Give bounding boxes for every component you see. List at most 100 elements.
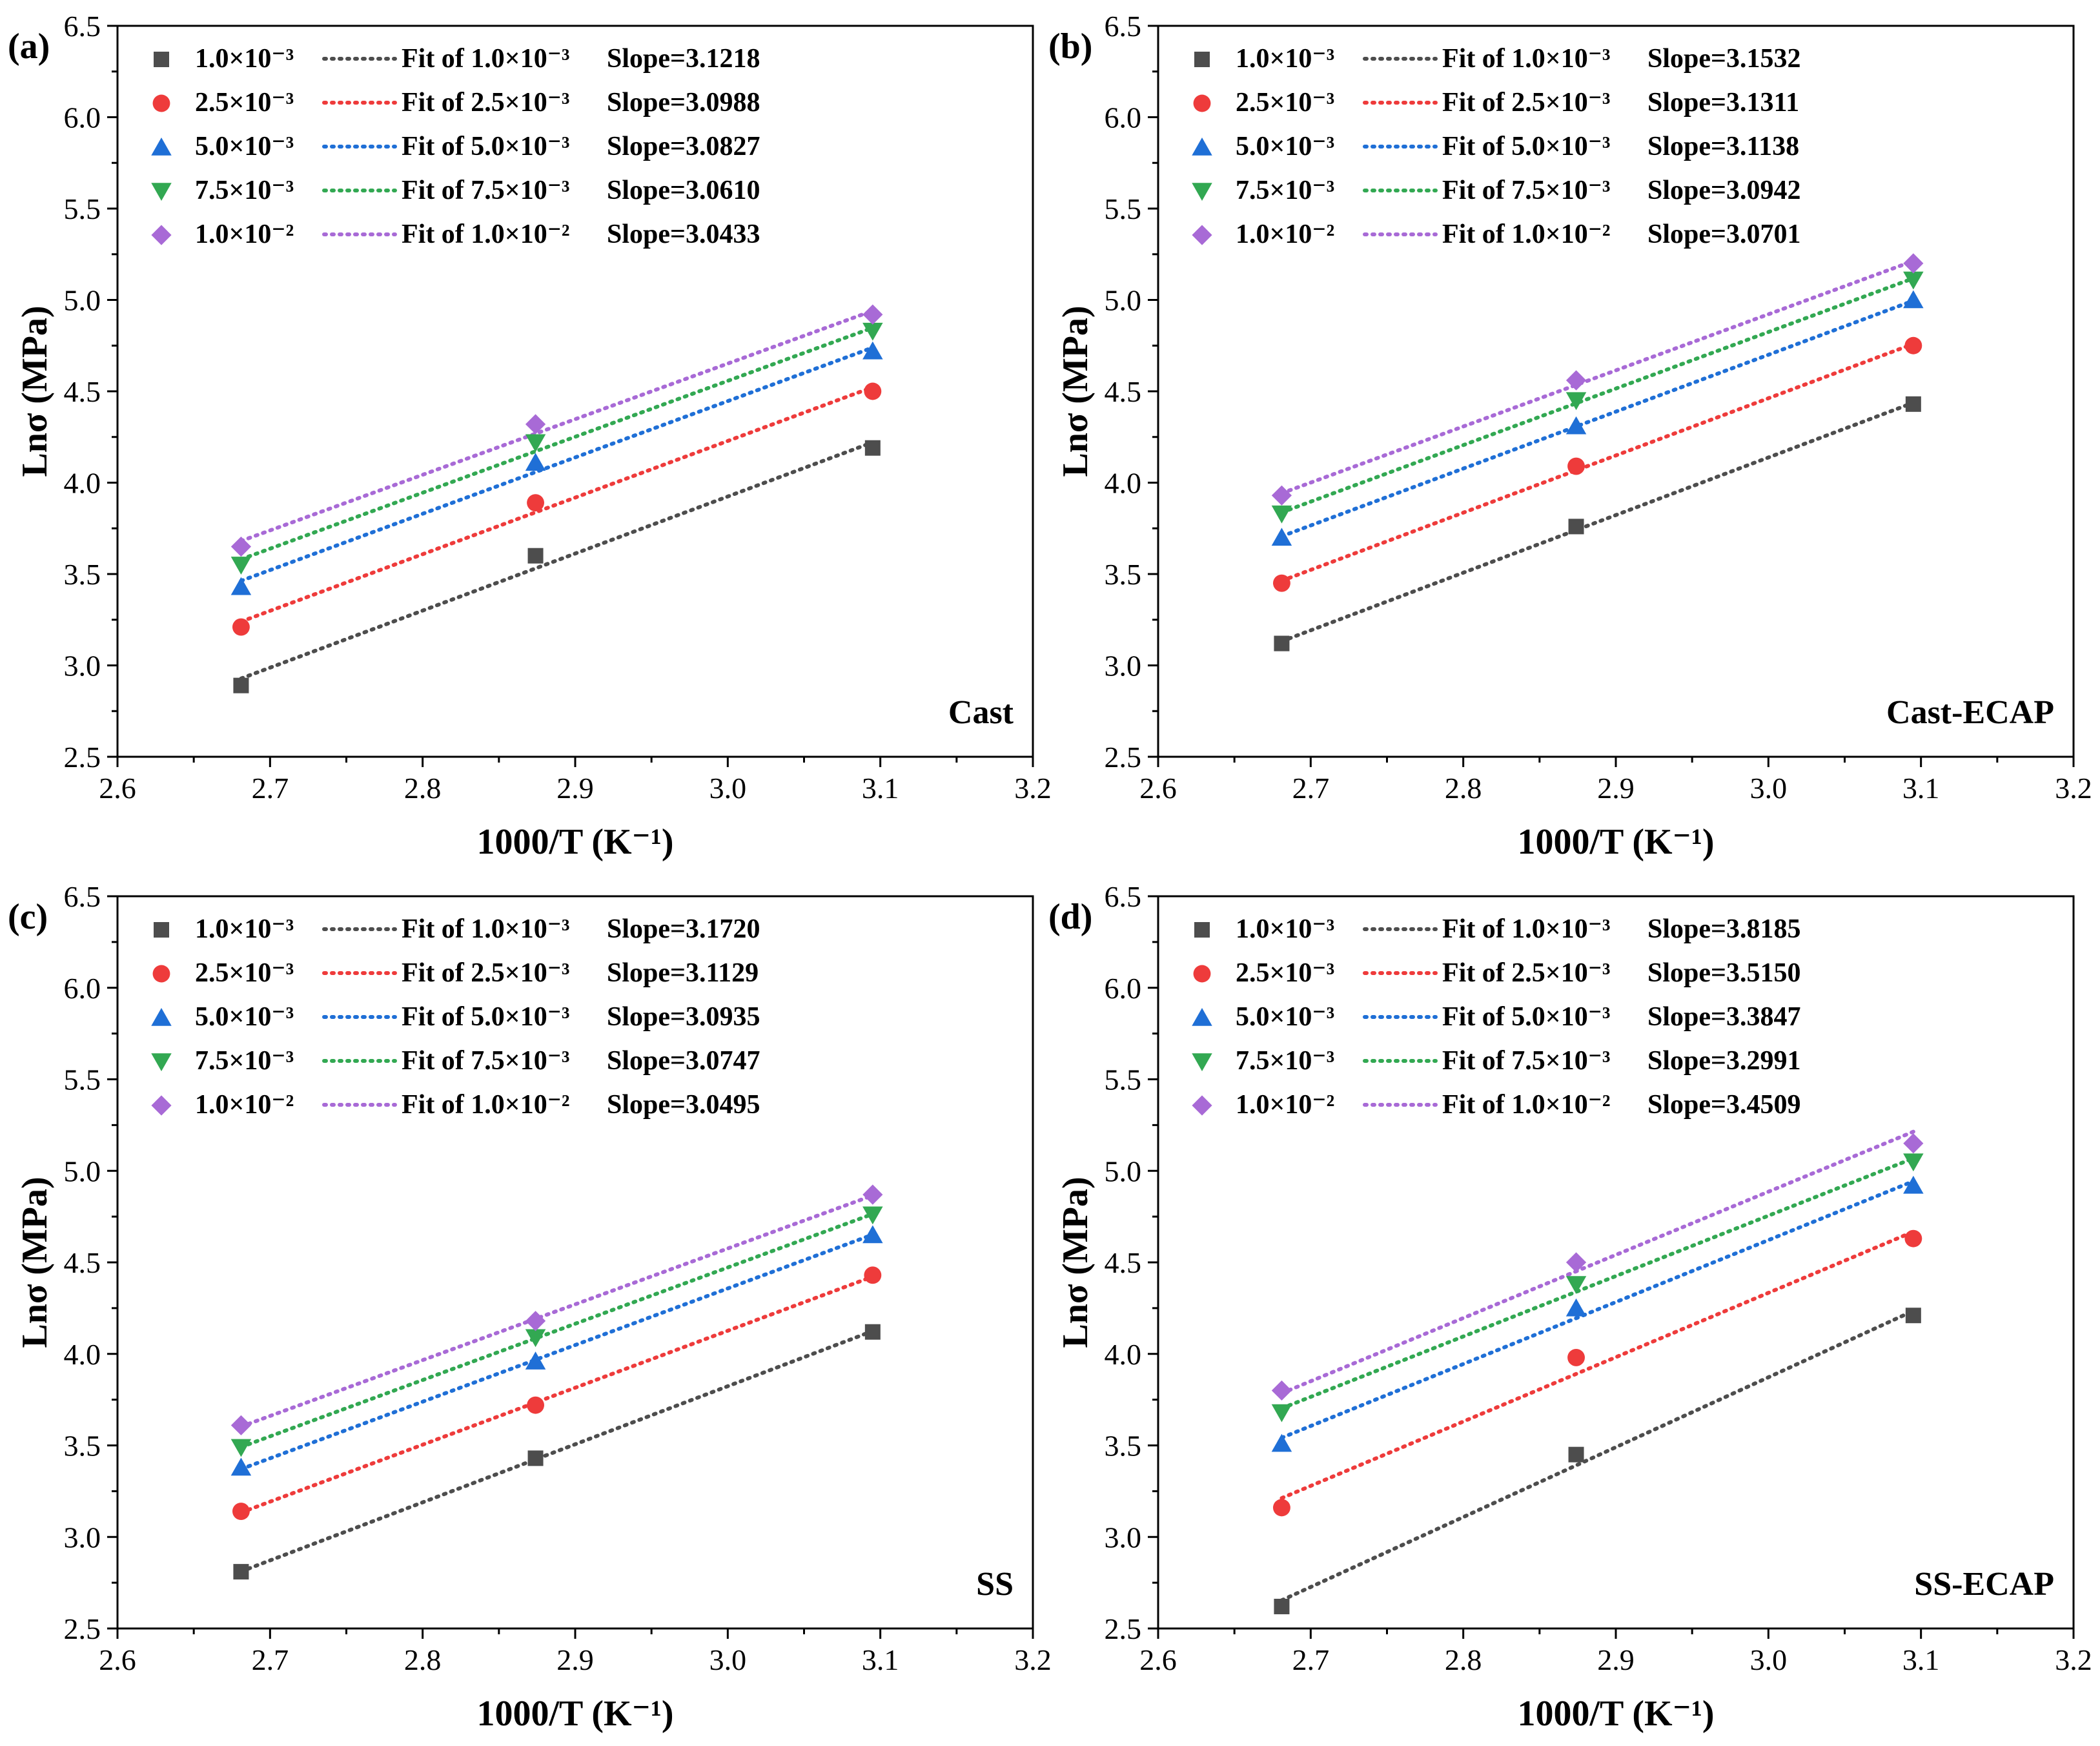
legend-marker-1 — [1193, 94, 1211, 112]
data-point-0-0 — [233, 677, 249, 693]
legend: 1.0×10⁻³ Fit of 1.0×10⁻³ Slope=3.1720 2.5×1… — [151, 914, 760, 1120]
data-point-3-0 — [1271, 1404, 1292, 1422]
data-point-0-1 — [527, 1450, 544, 1466]
y-tick-label: 5.5 — [1105, 192, 1142, 225]
y-tick-label: 2.5 — [1105, 1612, 1142, 1645]
chart-panel-1: 2.6 2.7 2.8 2.9 3.0 3.1 3.2 2.5 3.0 3.5 4.0 4.5 5.0 5… — [1048, 10, 2092, 862]
fit-line-4 — [239, 1193, 875, 1429]
legend-fit-label: Fit of 1.0×10⁻³ — [402, 914, 570, 944]
fit-line-4 — [239, 309, 875, 543]
y-tick-label: 3.0 — [64, 650, 101, 683]
legend-slope-label: Slope=3.1138 — [1647, 132, 1799, 161]
legend-fit-label: Fit of 1.0×10⁻² — [1442, 1090, 1611, 1120]
chart-panel-3: 2.6 2.7 2.8 2.9 3.0 3.1 3.2 2.5 3.0 3.5 4.0 4.5 5.0 5… — [1048, 880, 2092, 1734]
legend-entry-label: 7.5×10⁻³ — [1236, 1046, 1334, 1076]
legend-fit-label: Fit of 5.0×10⁻³ — [1442, 1002, 1611, 1032]
x-tick-label: 3.1 — [862, 1643, 899, 1676]
y-tick-label: 6.0 — [64, 101, 101, 134]
y-tick-label: 5.0 — [1105, 284, 1142, 317]
data-point-4-1 — [1565, 1252, 1587, 1273]
fit-line-3 — [239, 1212, 875, 1449]
legend-slope-label: Slope=3.1218 — [607, 44, 760, 74]
x-tick-label: 3.2 — [1014, 772, 1052, 805]
data-point-0-1 — [1568, 1446, 1584, 1463]
data-point-3-2 — [1903, 271, 1924, 290]
legend-fit-label: Fit of 1.0×10⁻³ — [1442, 44, 1611, 74]
legend-marker-3 — [151, 1053, 172, 1071]
legend-marker-2 — [1192, 138, 1212, 156]
legend-marker-3 — [1192, 183, 1212, 201]
legend-fit-label: Fit of 1.0×10⁻³ — [402, 44, 570, 74]
data-point-1-0 — [1272, 1499, 1290, 1517]
legend-marker-3 — [1192, 1053, 1212, 1071]
data-point-4-2 — [1903, 253, 1924, 274]
y-tick-label: 3.5 — [1105, 558, 1142, 591]
data-point-3-1 — [525, 434, 546, 453]
y-tick-label: 3.5 — [64, 558, 101, 591]
y-axis-title: Lnσ (MPa) — [15, 1176, 55, 1348]
sample-label: SS-ECAP — [1914, 1566, 2054, 1603]
legend-slope-label: Slope=3.0747 — [607, 1046, 760, 1076]
data-point-3-2 — [862, 1206, 883, 1225]
legend-entry-label: 1.0×10⁻² — [195, 220, 294, 249]
legend-marker-1 — [152, 94, 170, 112]
legend-fit-label: Fit of 7.5×10⁻³ — [402, 1046, 570, 1076]
data-point-0-0 — [1274, 1598, 1290, 1614]
data-point-3-0 — [1271, 505, 1292, 524]
legend-fit-label: Fit of 5.0×10⁻³ — [1442, 132, 1611, 161]
sample-label: Cast-ECAP — [1886, 694, 2054, 731]
data-point-1-1 — [527, 1396, 544, 1414]
legend-slope-label: Slope=3.0988 — [607, 88, 760, 118]
legend-fit-label: Fit of 5.0×10⁻³ — [402, 132, 570, 161]
legend-marker-1 — [152, 965, 170, 983]
x-tick-label: 2.7 — [252, 1643, 289, 1676]
y-tick-label: 4.0 — [64, 467, 101, 500]
fit-line-4 — [1279, 259, 1915, 495]
sample-label: Cast — [948, 694, 1014, 731]
data-point-1-2 — [1904, 1229, 1922, 1248]
legend-entry-label: 2.5×10⁻³ — [195, 958, 294, 988]
x-tick-label: 2.7 — [1292, 1643, 1330, 1676]
legend-slope-label: Slope=3.1720 — [607, 914, 760, 944]
legend-slope-label: Slope=3.3847 — [1647, 1002, 1800, 1032]
data-point-4-0 — [230, 536, 252, 557]
data-point-0-1 — [527, 548, 544, 564]
y-tick-label: 2.5 — [64, 741, 101, 774]
fit-line-2 — [239, 345, 875, 583]
y-axis-title: Lnσ (MPa) — [1055, 305, 1096, 477]
legend-entry-label: 5.0×10⁻³ — [195, 132, 294, 161]
x-tick-label: 3.0 — [1750, 1643, 1788, 1676]
legend-marker-2 — [151, 1008, 172, 1026]
data-point-1-2 — [864, 1266, 882, 1284]
legend-slope-label: Slope=3.0495 — [607, 1090, 760, 1120]
x-tick-label: 2.6 — [1139, 1643, 1177, 1676]
legend-fit-label: Fit of 7.5×10⁻³ — [1442, 176, 1611, 205]
y-tick-label: 4.5 — [64, 375, 101, 408]
data-point-2-0 — [230, 577, 252, 595]
data-point-2-2 — [862, 1225, 883, 1244]
legend-entry-label: 7.5×10⁻³ — [195, 176, 294, 205]
legend-marker-2 — [151, 138, 172, 156]
data-point-3-0 — [230, 557, 252, 575]
legend-fit-label: Fit of 2.5×10⁻³ — [1442, 88, 1611, 118]
legend-marker-4 — [1192, 225, 1212, 245]
legend-slope-label: Slope=3.1532 — [1647, 44, 1800, 74]
legend-fit-label: Fit of 7.5×10⁻³ — [1442, 1046, 1611, 1076]
data-point-2-1 — [525, 1351, 546, 1370]
y-tick-label: 6.0 — [1105, 101, 1142, 134]
legend-marker-0 — [1194, 52, 1210, 67]
data-point-4-2 — [862, 1184, 883, 1205]
legend-entry-label: 7.5×10⁻³ — [195, 1046, 294, 1076]
y-tick-label: 6.0 — [64, 972, 101, 1005]
fit-line-1 — [1279, 1229, 1915, 1501]
data-point-3-1 — [1565, 392, 1587, 411]
x-tick-label: 2.6 — [1139, 772, 1177, 805]
legend-slope-label: Slope=3.0935 — [607, 1002, 760, 1032]
fit-line-2 — [1279, 1179, 1915, 1440]
x-axis-title: 1000/T (K⁻¹) — [476, 822, 673, 862]
data-point-3-1 — [1565, 1276, 1587, 1295]
y-tick-label: 3.5 — [64, 1430, 101, 1463]
fit-line-4 — [1279, 1129, 1915, 1395]
data-point-1-0 — [1272, 574, 1290, 592]
